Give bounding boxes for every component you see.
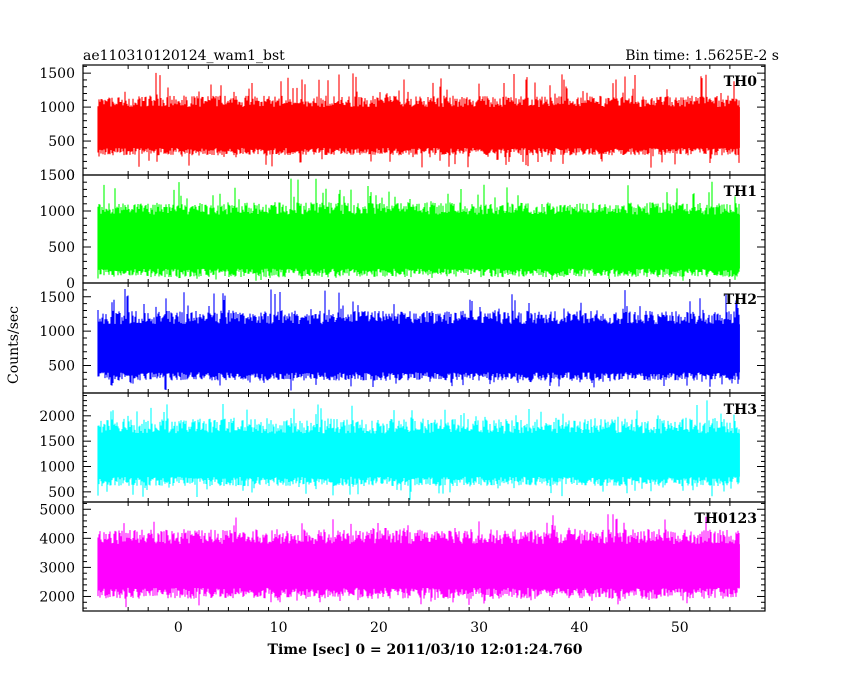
y-tick-label-th3: 1500 <box>39 434 75 450</box>
y-tick-label-th3: 2000 <box>39 409 75 425</box>
x-tick-label: 20 <box>370 620 388 636</box>
panel-label-th2: TH2 <box>724 292 757 308</box>
panel-label-th1: TH1 <box>724 184 757 200</box>
series-th1-core <box>98 214 740 269</box>
x-tick-label: 30 <box>470 620 488 636</box>
series-th3-core <box>98 433 740 477</box>
y-tick-label-th0123: 5000 <box>39 502 75 518</box>
panel-label-th0123: TH0123 <box>694 511 757 527</box>
x-tick-label: 40 <box>571 620 589 636</box>
y-axis-label: Counts/sec <box>6 306 22 384</box>
panel-th0123: 2000 3000 4000 5000 TH0123 <box>39 501 766 612</box>
y-tick-label-th0123: 2000 <box>39 589 75 605</box>
series-th0123-core <box>98 544 740 588</box>
y-tick-label-th3: 1000 <box>39 460 75 476</box>
y-tick-label-th0: 1000 <box>39 100 75 116</box>
panel-th3: 500 1000 1500 2000 TH3 <box>39 392 766 503</box>
y-tick-label-th3: 500 <box>48 485 75 501</box>
panel-label-th3: TH3 <box>724 402 757 418</box>
y-tick-label-th0: 1500 <box>39 66 75 82</box>
panel-th0123-frame <box>82 501 766 612</box>
x-tick-label: 50 <box>671 620 689 636</box>
series-th2-core <box>98 324 740 373</box>
y-tick-label-th1: 1000 <box>39 204 75 220</box>
x-tick-label: 10 <box>270 620 288 636</box>
y-tick-label-th0123: 3000 <box>39 560 75 576</box>
series-th0-core <box>98 107 740 148</box>
y-tick-label-th0: 500 <box>48 134 75 150</box>
y-tick-label-th0123: 4000 <box>39 531 75 547</box>
panel-th2: 500 1000 1500 TH2 <box>39 282 766 394</box>
x-tick-label: 0 <box>174 620 183 636</box>
y-tick-label-th1: 500 <box>48 240 75 256</box>
panel-th1: 0 500 1000 1500 TH1 <box>39 168 766 292</box>
y-tick-label-th1: 0 <box>66 276 75 292</box>
x-axis-label: Time [sec] 0 = 2011/03/10 12:01:24.760 <box>268 642 583 658</box>
bin-time-label: Bin time: 1.5625E-2 s <box>625 48 779 64</box>
y-tick-label-th2: 1000 <box>39 324 75 340</box>
y-tick-label-th2: 1500 <box>39 290 75 306</box>
panel-label-th0: TH0 <box>724 74 758 90</box>
panel-th0: 0 500 1000 1500 TH0 <box>39 64 766 184</box>
y-tick-label-th2: 500 <box>48 359 75 375</box>
y-tick-label-th0: 0 <box>66 168 75 184</box>
chart-title: ae110310120124_wam1_bst <box>83 48 285 64</box>
y-tick-label-th1: 1500 <box>39 168 75 184</box>
